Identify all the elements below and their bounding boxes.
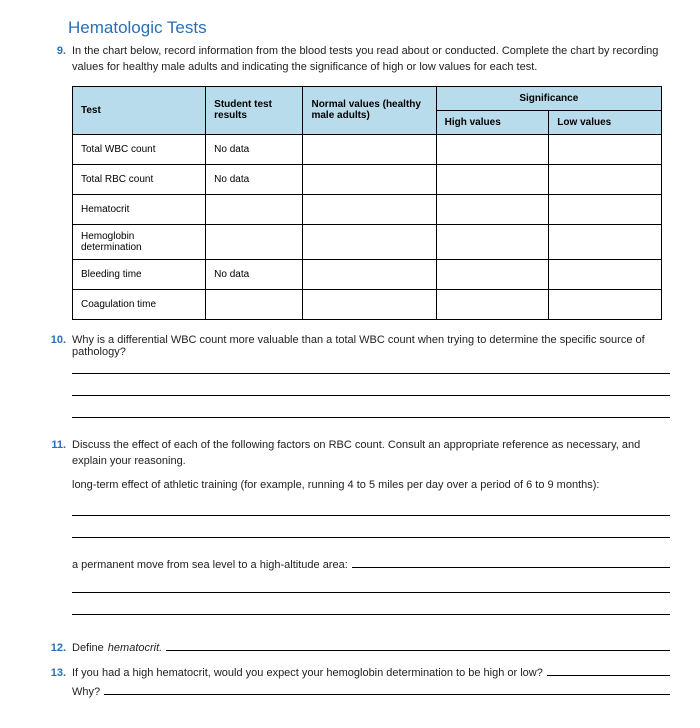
cell-low[interactable] [549, 134, 662, 164]
q12-lead: Define [72, 642, 108, 654]
cell-student[interactable]: No data [206, 164, 303, 194]
q12-number: 12. [50, 642, 72, 654]
answer-blank[interactable] [104, 683, 670, 695]
cell-low[interactable] [549, 164, 662, 194]
cell-high[interactable] [436, 289, 549, 319]
q13-lead: If you had a high hematocrit, would you … [72, 667, 547, 679]
q10-number: 10. [50, 334, 72, 346]
question-9: 9. In the chart below, record informatio… [50, 44, 670, 76]
q9-number: 9. [50, 44, 72, 60]
table-row: Total WBC countNo data [73, 134, 662, 164]
cell-low[interactable] [549, 224, 662, 259]
cell-test: Coagulation time [73, 289, 206, 319]
q9-text: In the chart below, record information f… [72, 44, 670, 76]
col-significance: Significance [436, 86, 661, 110]
cell-test: Hematocrit [73, 194, 206, 224]
cell-test: Bleeding time [73, 259, 206, 289]
answer-blank[interactable] [72, 520, 670, 538]
table-row: Total RBC countNo data [73, 164, 662, 194]
q11-text: Discuss the effect of each of the follow… [72, 438, 670, 470]
cell-low[interactable] [549, 259, 662, 289]
q11-sub1: long-term effect of athletic training (f… [72, 478, 670, 494]
cell-low[interactable] [549, 194, 662, 224]
cell-student[interactable] [206, 289, 303, 319]
cell-normal[interactable] [303, 134, 436, 164]
cell-test: Total WBC count [73, 134, 206, 164]
cell-normal[interactable] [303, 164, 436, 194]
cell-student[interactable] [206, 224, 303, 259]
cell-test: Hemoglobin determination [73, 224, 206, 259]
table-row: Hemoglobin determination [73, 224, 662, 259]
q11-number: 11. [50, 438, 72, 454]
cell-normal[interactable] [303, 194, 436, 224]
cell-high[interactable] [436, 134, 549, 164]
table-row: Coagulation time [73, 289, 662, 319]
hematologic-table: Test Student test results Normal values … [72, 86, 662, 320]
cell-normal[interactable] [303, 224, 436, 259]
col-normal: Normal values (healthy male adults) [303, 86, 436, 134]
cell-high[interactable] [436, 224, 549, 259]
answer-blank[interactable] [72, 400, 670, 418]
section-title: Hematologic Tests [68, 18, 670, 38]
cell-high[interactable] [436, 194, 549, 224]
answer-blank[interactable] [72, 498, 670, 516]
col-high: High values [436, 110, 549, 134]
answer-blank[interactable] [547, 664, 670, 676]
q11-sub2: a permanent move from sea level to a hig… [72, 559, 352, 571]
question-11: 11. Discuss the effect of each of the fo… [50, 438, 670, 615]
q12-italic: hematocrit. [108, 642, 166, 654]
question-10: 10. Why is a differential WBC count more… [50, 334, 670, 418]
answer-blank[interactable] [72, 362, 670, 374]
cell-test: Total RBC count [73, 164, 206, 194]
answer-blank[interactable] [72, 597, 670, 615]
q13-why: Why? [72, 686, 104, 698]
question-13: 13. If you had a high hematocrit, would … [50, 664, 670, 698]
table-row: Hematocrit [73, 194, 662, 224]
cell-student[interactable]: No data [206, 259, 303, 289]
cell-low[interactable] [549, 289, 662, 319]
answer-blank[interactable] [72, 575, 670, 593]
table-row: Bleeding timeNo data [73, 259, 662, 289]
question-12: 12. Define hematocrit. [50, 639, 670, 654]
col-student: Student test results [206, 86, 303, 134]
cell-student[interactable]: No data [206, 134, 303, 164]
answer-blank[interactable] [166, 639, 670, 651]
q13-number: 13. [50, 667, 72, 679]
cell-high[interactable] [436, 164, 549, 194]
col-low: Low values [549, 110, 662, 134]
answer-blank[interactable] [72, 378, 670, 396]
col-test: Test [73, 86, 206, 134]
answer-blank[interactable] [352, 556, 670, 568]
cell-normal[interactable] [303, 259, 436, 289]
table-body: Total WBC countNo dataTotal RBC countNo … [73, 134, 662, 319]
cell-high[interactable] [436, 259, 549, 289]
q10-text: Why is a differential WBC count more val… [72, 334, 670, 358]
cell-student[interactable] [206, 194, 303, 224]
cell-normal[interactable] [303, 289, 436, 319]
